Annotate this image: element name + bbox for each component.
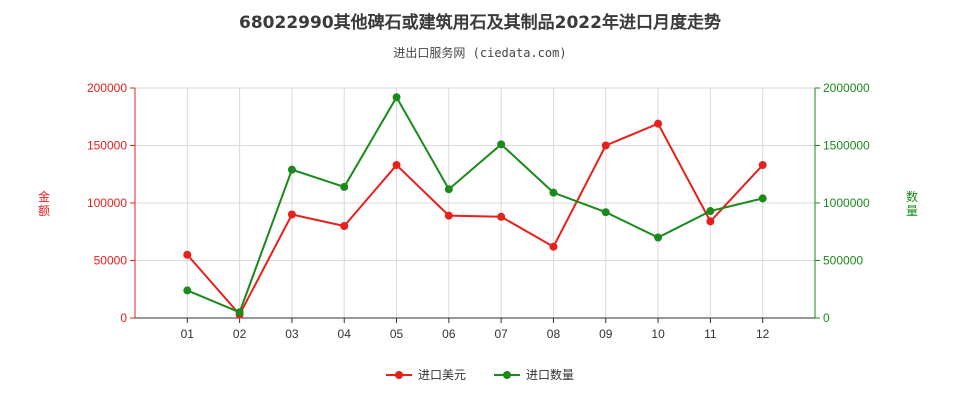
- data-point-series-2: [183, 286, 192, 295]
- legend-label-series-2: 进口数量: [526, 368, 575, 382]
- y-axis-title-left: 金: [38, 189, 50, 204]
- data-point-series-2: [497, 140, 506, 149]
- data-point-series-2: [287, 165, 296, 174]
- data-point-series-1: [758, 161, 767, 170]
- tick-label-x: 05: [390, 327, 404, 341]
- chart-legend: 进口美元 进口数量: [0, 366, 960, 383]
- data-point-series-1: [340, 222, 349, 230]
- y-axis-title-left: 额: [38, 204, 50, 218]
- series-line-2: [186, 95, 763, 314]
- data-point-series-1: [706, 217, 715, 226]
- series-line-1: [186, 122, 764, 317]
- y-axis-title-right: 量: [906, 204, 918, 218]
- legend-label-series-1: 进口美元: [417, 368, 466, 382]
- tick-label-left: 200000: [87, 81, 127, 95]
- data-point-series-1: [183, 250, 192, 259]
- chart-subtitle: 进出口服务网 (ciedata.com): [393, 46, 567, 60]
- tick-label-x: 08: [547, 327, 561, 341]
- data-point-series-2: [444, 185, 453, 194]
- tick-label-x: 04: [338, 327, 352, 341]
- tick-label-x: 03: [285, 327, 299, 341]
- tick-label-x: 01: [181, 327, 195, 341]
- tick-label-x: 12: [756, 327, 770, 341]
- tick-label-x: 06: [442, 327, 456, 341]
- data-point-series-2: [340, 182, 349, 191]
- tick-label-x: 02: [233, 327, 247, 341]
- data-point-series-2: [235, 308, 244, 317]
- data-point-series-1: [392, 161, 401, 170]
- data-point-series-2: [392, 93, 401, 102]
- legend-swatch-series-2: [494, 370, 520, 380]
- tick-label-right: 1500000: [823, 139, 870, 153]
- tick-label-left: 150000: [87, 139, 127, 153]
- data-point-series-1: [444, 211, 453, 220]
- tick-label-right: 0: [823, 311, 830, 325]
- legend-item-series-2[interactable]: 进口数量: [494, 366, 574, 383]
- data-point-series-1: [654, 119, 663, 128]
- data-point-series-2: [601, 208, 610, 217]
- tick-label-right: 500000: [823, 254, 863, 268]
- tick-label-left: 100000: [87, 196, 127, 210]
- tick-label-x: 11: [704, 327, 717, 341]
- tick-label-x: 07: [494, 327, 508, 341]
- data-point-series-1: [497, 212, 506, 221]
- tick-label-x: 10: [651, 327, 665, 341]
- data-point-series-1: [601, 141, 610, 150]
- data-point-series-2: [706, 207, 715, 216]
- data-point-series-1: [287, 210, 296, 219]
- data-point-series-2: [549, 188, 558, 197]
- tick-label-right: 2000000: [823, 81, 870, 95]
- chart-title: 68022990其他碑石或建筑用石及其制品2022年进口月度走势: [239, 13, 721, 33]
- tick-label-left: 0: [120, 311, 127, 325]
- tick-label-left: 50000: [94, 254, 128, 268]
- legend-item-series-1[interactable]: 进口美元: [385, 366, 466, 383]
- tick-label-right: 1000000: [823, 196, 870, 210]
- data-point-series-2: [758, 194, 767, 203]
- y-axis-title-right: 数: [906, 189, 918, 204]
- data-point-series-1: [549, 242, 558, 251]
- tick-label-x: 09: [599, 327, 613, 341]
- data-point-series-2: [654, 233, 663, 242]
- legend-swatch-series-1: [385, 370, 412, 380]
